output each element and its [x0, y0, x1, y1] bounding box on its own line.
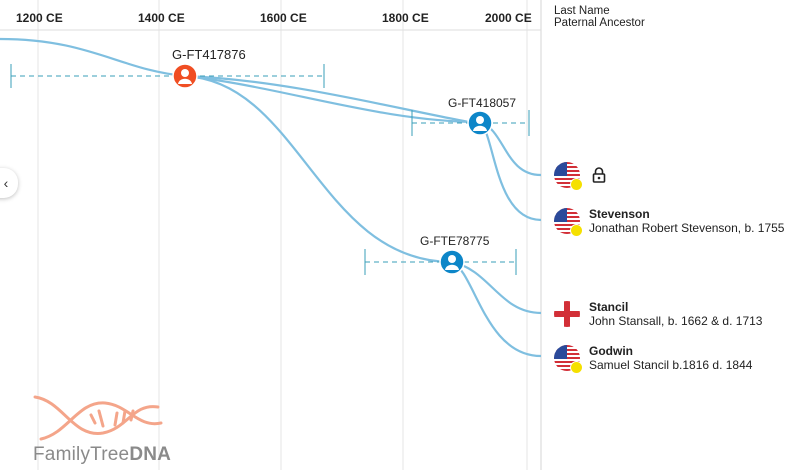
- familytreedna-logo-text: FamilyTreeDNA: [33, 444, 171, 466]
- collapse-panel-button[interactable]: ‹: [0, 168, 18, 198]
- match-ancestor: Jonathan Robert Stevenson, b. 1755: [589, 221, 785, 235]
- status-dot: [570, 178, 583, 191]
- us-flag-icon: [554, 208, 583, 237]
- logo-text-bold: DNA: [129, 444, 172, 465]
- logo-text-light: FamilyTree: [33, 444, 130, 465]
- branch-ft417876-to-ft418057: [184, 74, 481, 124]
- axis-label-2000: 2000 CE: [485, 11, 532, 25]
- node-label-ft417876: G-FT417876: [172, 47, 246, 62]
- node-fte78775[interactable]: [439, 249, 465, 275]
- us-flag-icon: [554, 162, 583, 191]
- match-info: Stevenson Jonathan Robert Stevenson, b. …: [589, 207, 784, 235]
- match-info: Godwin Samuel Stancil b.1816 d. 1844: [589, 344, 752, 372]
- match-row[interactable]: Stancil John Stansall, b. 1662 & d. 1713: [554, 300, 762, 328]
- match-last-name: Godwin: [589, 344, 633, 358]
- match-row[interactable]: [554, 162, 606, 191]
- person-icon: [445, 255, 459, 270]
- person-icon: [178, 69, 192, 84]
- branch-root: [0, 37, 186, 78]
- match-info: Stancil John Stansall, b. 1662 & d. 1713: [589, 300, 762, 328]
- status-dot: [570, 224, 583, 237]
- header-paternal-ancestor: Paternal Ancestor: [554, 17, 645, 29]
- axis-label-1600: 1600 CE: [260, 11, 307, 25]
- person-icon: [473, 116, 487, 131]
- header-last-name: Last Name: [554, 5, 610, 17]
- lock-icon: [592, 167, 606, 183]
- branch-to-match-2: [479, 121, 542, 222]
- match-row[interactable]: Godwin Samuel Stancil b.1816 d. 1844: [554, 344, 752, 374]
- node-ft418057[interactable]: [467, 110, 493, 136]
- node-label-ft418057: G-FT418057: [448, 96, 516, 110]
- chevron-left-icon: ‹: [3, 175, 9, 191]
- status-dot: [570, 361, 583, 374]
- branch-to-match-3: [451, 260, 542, 315]
- match-last-name: Stancil: [589, 300, 629, 314]
- matches-header: Last Name Paternal Ancestor: [554, 5, 645, 29]
- timeline-gridlines: [37, 0, 542, 470]
- us-flag-icon: [554, 345, 583, 374]
- branch-ft417876-to-ft418057-b: [184, 74, 481, 126]
- node-ft417876[interactable]: [172, 63, 198, 89]
- range-ft417876: [10, 64, 325, 88]
- match-ancestor: John Stansall, b. 1662 & d. 1713: [589, 314, 763, 328]
- branch-to-match-4: [451, 260, 542, 358]
- node-label-fte78775: G-FTE78775: [420, 234, 490, 248]
- england-flag-icon: [554, 301, 580, 327]
- match-ancestor: Samuel Stancil b.1816 d. 1844: [589, 358, 753, 372]
- match-row[interactable]: Stevenson Jonathan Robert Stevenson, b. …: [554, 207, 784, 237]
- axis-label-1200: 1200 CE: [16, 11, 63, 25]
- match-last-name: Stevenson: [589, 207, 650, 221]
- axis-label-1400: 1400 CE: [138, 11, 185, 25]
- tree-branches: [0, 37, 542, 358]
- familytreedna-logo-icon: [33, 395, 163, 441]
- branch-ft417876-to-fte78775: [184, 74, 453, 264]
- time-axis: 1200 CE 1400 CE 1600 CE 1800 CE 2000 CE: [16, 11, 532, 25]
- axis-label-1800: 1800 CE: [382, 11, 429, 25]
